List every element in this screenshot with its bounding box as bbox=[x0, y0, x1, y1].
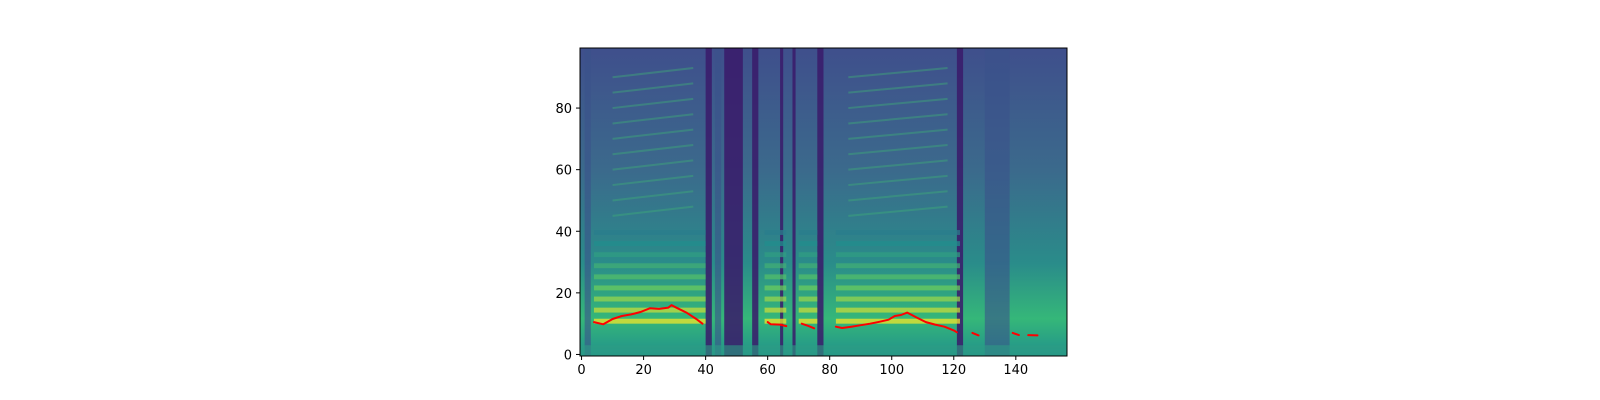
heatmap-harmonic-band bbox=[765, 252, 787, 257]
y-tick-label: 60 bbox=[555, 164, 572, 179]
heatmap-low-energy-band bbox=[985, 48, 1010, 356]
heatmap-harmonic-band bbox=[799, 297, 818, 302]
heatmap-harmonic-band bbox=[836, 230, 960, 235]
y-tick-label: 80 bbox=[555, 102, 572, 117]
heatmap-harmonic-band bbox=[765, 285, 787, 290]
heatmap-harmonic-band bbox=[836, 252, 960, 257]
heatmap-silence-band bbox=[817, 48, 823, 356]
heatmap-harmonic-band bbox=[836, 308, 960, 313]
y-tick-label: 0 bbox=[564, 348, 572, 363]
heatmap-harmonic-band bbox=[799, 274, 818, 279]
heatmap-harmonic-band bbox=[594, 263, 706, 268]
heatmap-harmonic-band bbox=[799, 308, 818, 313]
x-tick-label: 80 bbox=[821, 363, 838, 378]
heatmap-low-energy-band bbox=[585, 48, 591, 356]
heatmap-harmonic-band bbox=[594, 285, 706, 290]
heatmap-harmonic-band bbox=[836, 297, 960, 302]
heatmap-harmonic-band bbox=[836, 241, 960, 246]
y-tick-label: 20 bbox=[555, 287, 572, 302]
heatmap-harmonic-band bbox=[765, 297, 787, 302]
heatmap-harmonic-band bbox=[799, 252, 818, 257]
heatmap-harmonic-band bbox=[594, 297, 706, 302]
heatmap-harmonic-band bbox=[765, 308, 787, 313]
x-tick-label: 120 bbox=[941, 363, 966, 378]
x-tick-label: 20 bbox=[635, 363, 652, 378]
heatmap-harmonic-band bbox=[765, 263, 787, 268]
heatmap-silence-band bbox=[752, 48, 758, 356]
heatmap-harmonic-band bbox=[836, 274, 960, 279]
heatmap-bottom-band bbox=[580, 345, 1067, 356]
heatmap-harmonic-band bbox=[594, 230, 706, 235]
x-tick-label: 0 bbox=[577, 363, 585, 378]
heatmap-silence-band bbox=[792, 48, 795, 356]
heatmap-harmonic-band bbox=[836, 285, 960, 290]
heatmap-harmonic-band bbox=[594, 274, 706, 279]
heatmap-silence-band bbox=[724, 48, 743, 356]
heatmap-silence-band bbox=[706, 48, 712, 356]
heatmap-harmonic-band bbox=[836, 263, 960, 268]
heatmap-harmonic-band bbox=[799, 263, 818, 268]
heatmap-harmonic-band bbox=[765, 241, 787, 246]
x-tick-label: 140 bbox=[1003, 363, 1028, 378]
y-tick-label: 40 bbox=[555, 225, 572, 240]
heatmap-harmonic-band bbox=[799, 241, 818, 246]
spectrogram-heatmap bbox=[580, 48, 1067, 356]
heatmap-harmonic-band bbox=[594, 241, 706, 246]
heatmap-harmonic-band bbox=[799, 285, 818, 290]
heatmap-harmonic-band bbox=[594, 252, 706, 257]
heatmap-harmonic-band bbox=[765, 230, 787, 235]
heatmap-harmonic-band bbox=[836, 319, 960, 324]
x-tick-label: 60 bbox=[759, 363, 776, 378]
y-axis: 0 20 40 60 80 bbox=[555, 102, 580, 363]
heatmap-harmonic-band bbox=[799, 230, 818, 235]
heatmap-harmonic-band bbox=[765, 274, 787, 279]
x-tick-label: 100 bbox=[879, 363, 904, 378]
heatmap-low-energy-band bbox=[715, 48, 721, 356]
x-axis: 0 20 40 60 80 100 120 140 bbox=[577, 356, 1028, 378]
x-tick-label: 40 bbox=[697, 363, 714, 378]
